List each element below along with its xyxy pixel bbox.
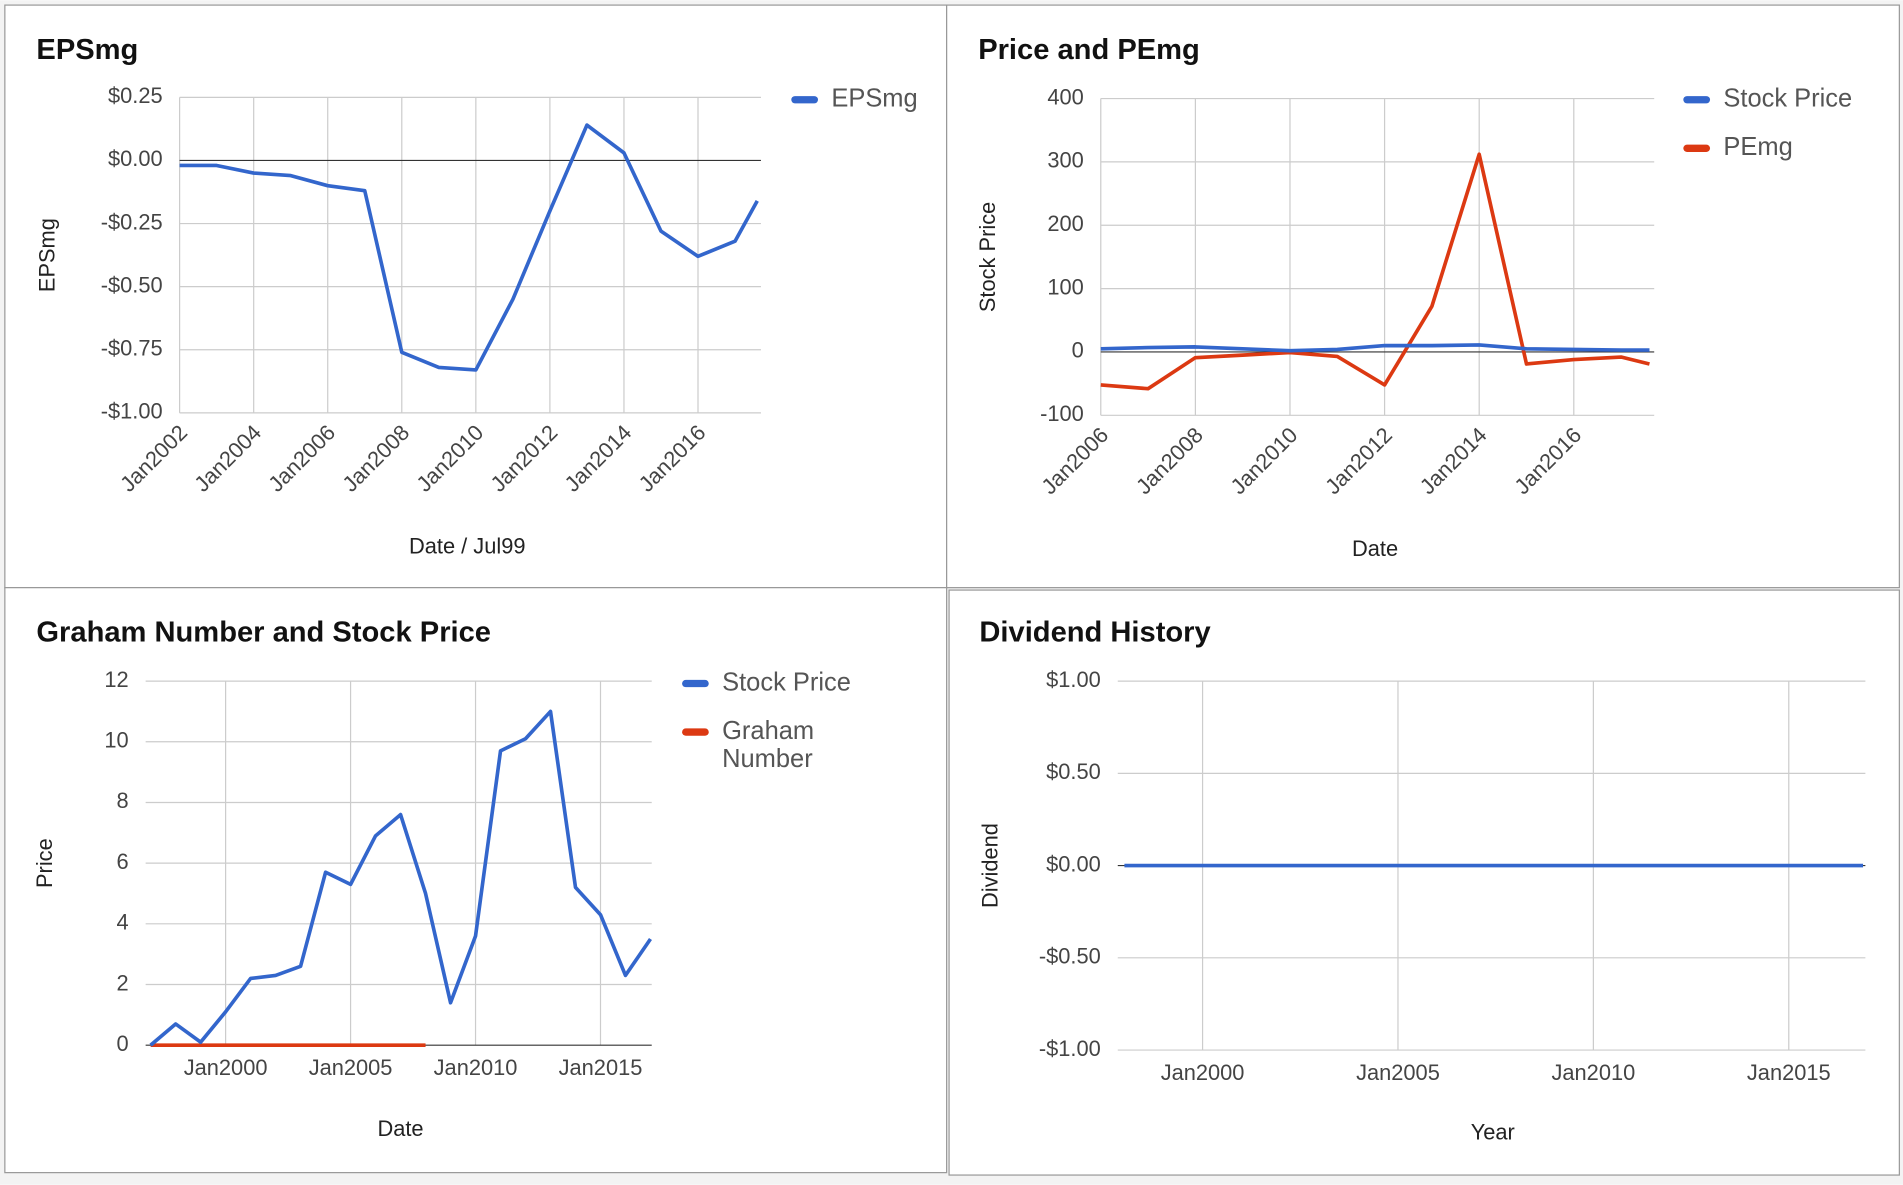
chart-title: EPSmg (36, 34, 138, 66)
legend-label: Graham Number (722, 717, 814, 773)
y-tick-label: 0 (1072, 338, 1084, 363)
chart-title: Dividend History (979, 616, 1211, 648)
y-tick-label: -$0.50 (1039, 944, 1101, 969)
y-tick-label: -$1.00 (101, 399, 163, 424)
y-tick-label: $0.00 (1046, 851, 1101, 876)
y-tick-label: 12 (104, 667, 128, 692)
x-axis-title: Date (1352, 536, 1398, 561)
legend-label: Stock Price (722, 668, 851, 696)
y-tick-label: 10 (104, 728, 128, 753)
y-tick-label: 6 (117, 849, 129, 874)
x-axis-title: Year (1471, 1120, 1515, 1145)
y-axis-title: Stock Price (975, 202, 1000, 312)
legend-line: Graham (722, 717, 814, 745)
x-tick-label: Jan2000 (1161, 1060, 1245, 1085)
legend-label: Stock Price (1723, 84, 1852, 112)
series-line (1100, 152, 1650, 391)
y-axis-title: Dividend (977, 823, 1002, 908)
y-tick-label: $0.00 (108, 146, 163, 171)
legend-label: PEmg (1723, 133, 1792, 161)
series-line (1100, 343, 1650, 353)
panel (948, 589, 1900, 1176)
y-axis-title: EPSmg (34, 218, 59, 292)
y-tick-label: $0.50 (1046, 759, 1101, 784)
y-tick-label: $0.25 (108, 83, 163, 108)
y-tick-label: -$0.50 (101, 272, 163, 297)
x-axis-title: Date (377, 1116, 423, 1141)
x-tick-label: Jan2010 (1551, 1060, 1635, 1085)
x-tick-label: Jan2015 (559, 1055, 643, 1080)
y-tick-label: 300 (1047, 148, 1083, 173)
x-tick-label: Jan2010 (434, 1055, 518, 1080)
y-tick-label: -$0.25 (101, 209, 163, 234)
y-tick-label: 4 (117, 910, 129, 935)
x-tick-label: Jan2015 (1747, 1060, 1831, 1085)
y-tick-label: 400 (1047, 84, 1083, 109)
legend-label: EPSmg (831, 84, 917, 112)
y-tick-label: 0 (117, 1031, 129, 1056)
chart-title: Price and PEmg (978, 34, 1200, 66)
y-tick-label: -100 (1040, 401, 1084, 426)
x-tick-label: Jan2005 (1356, 1060, 1440, 1085)
panel (946, 4, 1900, 589)
y-tick-label: -$1.00 (1039, 1036, 1101, 1061)
y-tick-label: $1.00 (1046, 667, 1101, 692)
y-tick-label: 100 (1047, 274, 1083, 299)
y-axis-title: Price (32, 838, 57, 888)
y-tick-label: 200 (1047, 211, 1083, 236)
legend-line: Number (722, 745, 813, 773)
y-tick-label: 8 (117, 788, 129, 813)
y-tick-label: -$0.75 (101, 336, 163, 361)
x-axis-title: Date / Jul99 (409, 533, 525, 558)
y-tick-label: 2 (117, 970, 129, 995)
chart-title: Graham Number and Stock Price (36, 616, 491, 648)
series-line (149, 709, 652, 1047)
x-tick-label: Jan2000 (184, 1055, 268, 1080)
x-tick-label: Jan2005 (309, 1055, 393, 1080)
series-line (179, 123, 759, 372)
